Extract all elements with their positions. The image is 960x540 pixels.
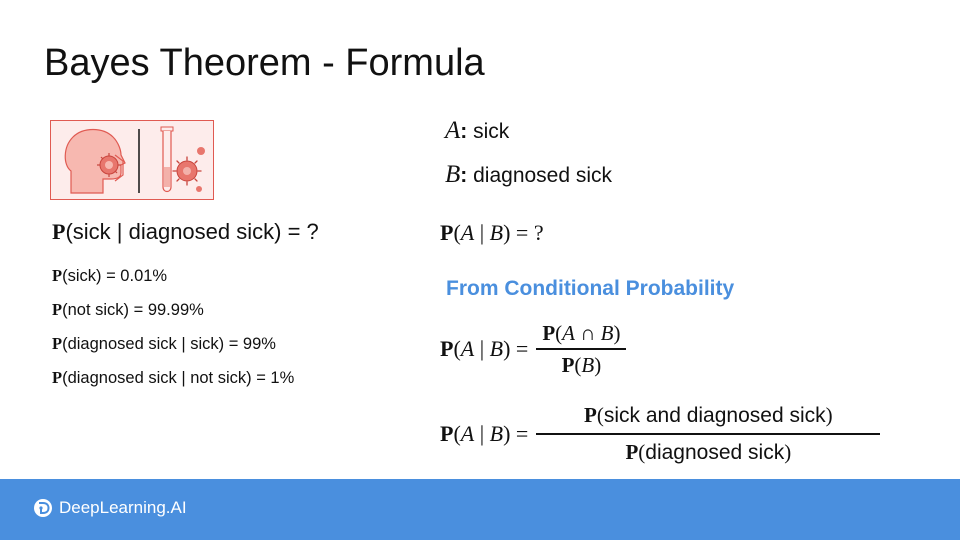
definition-a: A: sick bbox=[445, 117, 510, 144]
fraction-bar bbox=[536, 433, 881, 435]
illustration-panel bbox=[50, 120, 214, 200]
patient-and-test-tube-virus-icon bbox=[64, 126, 205, 194]
fraction-bar bbox=[536, 348, 627, 350]
given-prob-diag-given-sick: P(diagnosed sick | sick) = 99% bbox=[52, 334, 276, 353]
equation-lhs: P(A | B) = bbox=[440, 420, 529, 446]
brand-name: DeepLearning.AI bbox=[59, 498, 187, 517]
footer-bar: DeepLearning.AI bbox=[0, 479, 960, 540]
section-heading: From Conditional Probability bbox=[446, 277, 735, 300]
equation-lhs: P(A | B) = bbox=[440, 335, 529, 361]
numerator: P(sick and diagnosed sick) bbox=[584, 403, 833, 427]
denominator: P(B) bbox=[561, 352, 602, 377]
fraction: P(A ∩ B) P(B) bbox=[536, 318, 627, 380]
question-line: P(sick | diagnosed sick) = ? bbox=[52, 219, 319, 244]
definition-b: B: diagnosed sick bbox=[445, 161, 613, 188]
given-prob-diag-given-not-sick: P(diagnosed sick | not sick) = 1% bbox=[52, 368, 295, 387]
fraction: P(sick and diagnosed sick) P(diagnosed s… bbox=[536, 398, 881, 470]
denominator: P(diagnosed sick) bbox=[625, 439, 792, 464]
given-prob-sick: P(sick) = 0.01% bbox=[52, 266, 168, 285]
conditional-probability-equation: P(A | B) = P(A ∩ B) P(B) bbox=[440, 318, 627, 380]
slide-title: Bayes Theorem - Formula bbox=[44, 42, 485, 84]
brand-logo: DeepLearning.AI bbox=[33, 498, 187, 518]
question-equation: P(A | B) = ? bbox=[440, 220, 544, 245]
given-prob-not-sick: P(not sick) = 99.99% bbox=[52, 300, 204, 319]
sick-diagnosed-equation: P(A | B) = P(sick and diagnosed sick) P(… bbox=[440, 398, 881, 470]
numerator: P(A ∩ B) bbox=[542, 321, 621, 345]
deeplearning-logo-icon bbox=[34, 499, 52, 517]
